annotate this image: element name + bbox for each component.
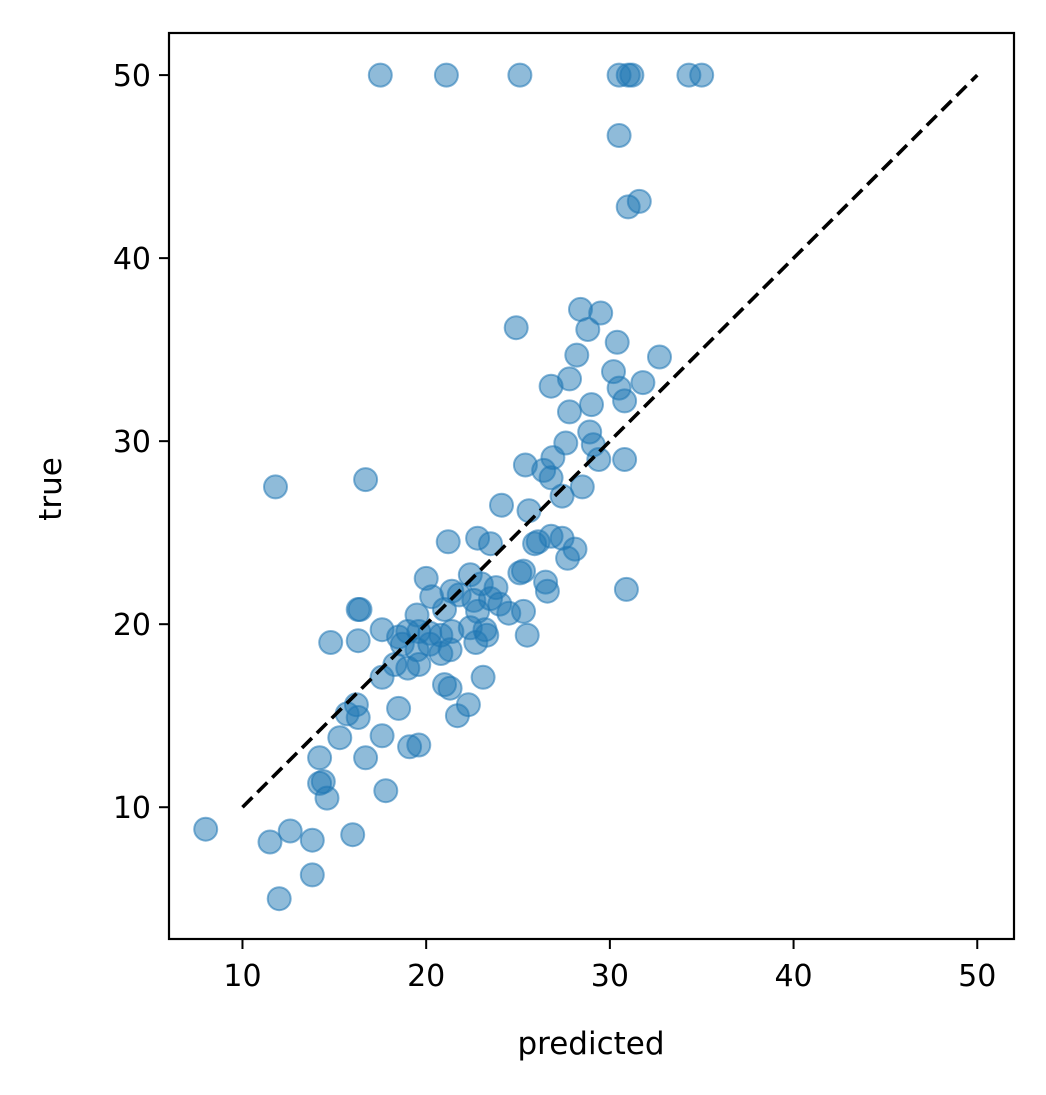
x-tick-label: 40 xyxy=(774,959,812,994)
data-point xyxy=(564,342,590,368)
y-tick-label: 30 xyxy=(113,425,151,460)
data-point xyxy=(353,467,379,493)
data-point xyxy=(345,597,371,622)
reference-line xyxy=(241,73,979,809)
y-axis-label: true xyxy=(33,457,69,521)
data-point xyxy=(606,123,632,148)
data-point xyxy=(478,531,503,557)
x-axis: 10 20 30 40 50 xyxy=(223,939,996,994)
data-point xyxy=(299,862,325,888)
data-point xyxy=(586,447,612,472)
data-point xyxy=(619,62,645,88)
data-point xyxy=(367,62,393,88)
data-point xyxy=(549,483,575,509)
x-axis-label: predicted xyxy=(517,1026,664,1062)
data-point xyxy=(612,388,638,414)
x-tick-label: 50 xyxy=(958,959,996,994)
data-point xyxy=(406,732,432,758)
data-point xyxy=(437,637,463,663)
y-tick-label: 40 xyxy=(113,242,151,277)
data-point xyxy=(470,664,496,690)
data-point xyxy=(579,392,604,418)
data-point xyxy=(507,62,533,88)
data-point xyxy=(474,622,500,648)
data-point xyxy=(432,597,457,622)
points-group xyxy=(193,62,979,912)
data-point xyxy=(369,723,395,749)
data-point xyxy=(514,622,540,648)
data-point xyxy=(534,578,560,604)
data-point xyxy=(277,818,303,844)
y-tick-label: 20 xyxy=(113,608,151,643)
data-point xyxy=(307,745,333,771)
data-point xyxy=(437,675,463,701)
data-point xyxy=(345,705,371,730)
data-point xyxy=(406,652,432,677)
x-tick-label: 30 xyxy=(591,959,629,994)
data-point xyxy=(314,785,340,811)
data-point xyxy=(630,370,656,396)
data-point xyxy=(538,373,564,399)
data-point xyxy=(353,745,379,771)
data-point xyxy=(455,692,481,718)
data-point xyxy=(373,778,399,804)
data-point xyxy=(263,474,288,500)
data-point xyxy=(647,344,672,370)
data-point xyxy=(516,498,542,524)
data-point xyxy=(299,827,325,853)
data-point xyxy=(569,474,595,500)
data-point xyxy=(511,598,536,624)
data-point xyxy=(193,816,219,842)
data-point xyxy=(689,62,715,88)
data-point xyxy=(257,829,283,855)
data-point xyxy=(575,317,601,342)
y-axis: 10 20 30 40 50 xyxy=(113,59,169,826)
data-point xyxy=(386,695,412,721)
data-point xyxy=(327,725,353,751)
data-point xyxy=(433,62,459,88)
data-point xyxy=(557,399,582,425)
data-point xyxy=(340,822,366,848)
data-point xyxy=(626,188,652,214)
x-tick-label: 10 xyxy=(223,959,261,994)
data-point xyxy=(489,492,514,518)
y-tick-label: 50 xyxy=(113,59,151,94)
plot-frame xyxy=(167,31,1016,941)
data-point xyxy=(612,447,638,472)
data-point xyxy=(538,465,564,491)
data-point xyxy=(604,329,630,355)
data-point xyxy=(511,558,536,584)
data-point xyxy=(588,300,614,326)
data-point xyxy=(503,315,529,341)
x-tick-label: 20 xyxy=(407,959,445,994)
data-point xyxy=(318,630,344,655)
data-point xyxy=(345,628,371,654)
data-point xyxy=(613,576,639,602)
data-point xyxy=(266,886,292,912)
data-point xyxy=(435,529,461,555)
data-point xyxy=(555,545,581,571)
y-tick-label: 10 xyxy=(113,791,151,826)
